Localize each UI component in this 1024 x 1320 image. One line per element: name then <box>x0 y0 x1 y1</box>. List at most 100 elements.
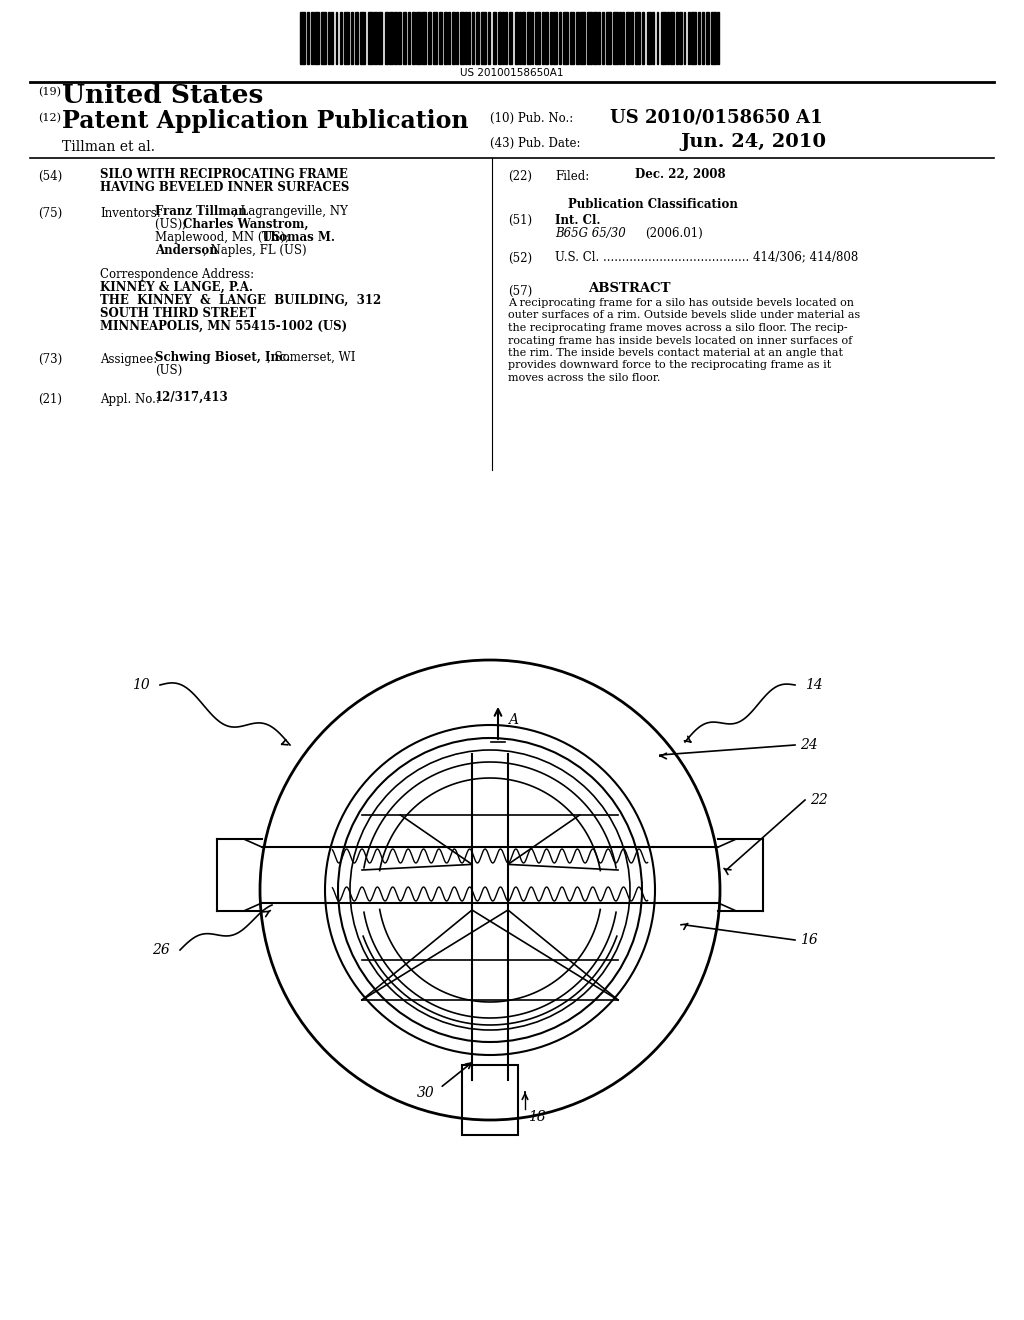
Bar <box>480 12 485 63</box>
Bar <box>580 12 585 63</box>
Bar <box>550 12 552 63</box>
Bar <box>522 12 525 63</box>
Bar <box>553 12 557 63</box>
Text: the reciprocating frame moves across a silo floor. The recip-: the reciprocating frame moves across a s… <box>508 323 848 333</box>
Bar <box>398 12 401 63</box>
Bar <box>558 12 560 63</box>
Bar <box>368 12 373 63</box>
Text: Jun. 24, 2010: Jun. 24, 2010 <box>680 133 826 150</box>
Text: Maplewood, MN (US);: Maplewood, MN (US); <box>155 231 293 244</box>
Text: A reciprocating frame for a silo has outside bevels located on: A reciprocating frame for a silo has out… <box>508 298 854 308</box>
Bar <box>683 12 685 63</box>
Text: U.S. Cl. ....................................... 414/306; 414/808: U.S. Cl. ...............................… <box>555 249 858 263</box>
Bar <box>698 12 699 63</box>
Bar <box>476 12 478 63</box>
Bar <box>321 12 326 63</box>
Bar <box>313 12 318 63</box>
Text: (73): (73) <box>38 352 62 366</box>
Bar <box>563 12 568 63</box>
Bar <box>587 12 592 63</box>
Bar <box>569 12 573 63</box>
Bar <box>535 12 540 63</box>
Text: ABSTRACT: ABSTRACT <box>588 282 671 294</box>
Bar <box>717 12 719 63</box>
Bar <box>488 12 490 63</box>
Bar <box>456 12 458 63</box>
Bar <box>631 12 633 63</box>
Bar <box>416 12 421 63</box>
Bar <box>593 12 597 63</box>
Bar <box>676 12 678 63</box>
Text: Correspondence Address:: Correspondence Address: <box>100 268 254 281</box>
Bar <box>641 12 644 63</box>
Text: the rim. The inside bevels contact material at an angle that: the rim. The inside bevels contact mater… <box>508 348 843 358</box>
Bar <box>393 12 396 63</box>
Text: (52): (52) <box>508 252 532 265</box>
Bar <box>618 12 621 63</box>
Text: (10) Pub. No.:: (10) Pub. No.: <box>490 112 573 125</box>
Bar <box>505 12 507 63</box>
Text: 16: 16 <box>800 933 818 946</box>
Text: Patent Application Publication: Patent Application Publication <box>62 110 469 133</box>
Text: Anderson: Anderson <box>155 244 218 257</box>
Bar <box>514 12 517 63</box>
Bar <box>378 12 382 63</box>
Bar <box>307 12 309 63</box>
Text: 10: 10 <box>132 678 150 692</box>
Bar <box>498 12 501 63</box>
Text: Tillman et al.: Tillman et al. <box>62 140 155 154</box>
Text: A: A <box>508 713 518 727</box>
Bar <box>660 12 666 63</box>
Bar <box>656 12 658 63</box>
Bar <box>545 12 548 63</box>
Text: THE  KINNEY  &  LANGE  BUILDING,  312: THE KINNEY & LANGE BUILDING, 312 <box>100 294 381 308</box>
Bar <box>331 12 333 63</box>
Text: 22: 22 <box>810 793 827 807</box>
Text: Thomas M.: Thomas M. <box>262 231 335 244</box>
Text: 12/317,413: 12/317,413 <box>155 391 228 404</box>
Bar <box>439 12 442 63</box>
Text: B65G 65/30: B65G 65/30 <box>555 227 626 240</box>
Bar <box>408 12 410 63</box>
Text: rocating frame has inside bevels located on inner surfaces of: rocating frame has inside bevels located… <box>508 335 852 346</box>
Text: (51): (51) <box>508 214 532 227</box>
Bar <box>598 12 600 63</box>
Bar <box>403 12 406 63</box>
Bar <box>518 12 521 63</box>
Text: (12): (12) <box>38 114 61 123</box>
Text: US 2010/0158650 A1: US 2010/0158650 A1 <box>610 110 822 127</box>
Text: 24: 24 <box>800 738 818 752</box>
Text: 30: 30 <box>417 1086 435 1100</box>
Bar <box>622 12 624 63</box>
Text: Schwing Bioset, Inc.: Schwing Bioset, Inc. <box>155 351 290 364</box>
Bar <box>605 12 610 63</box>
Bar <box>702 12 705 63</box>
Bar <box>340 12 341 63</box>
Bar <box>374 12 377 63</box>
Bar <box>460 12 464 63</box>
Bar <box>509 12 512 63</box>
Bar <box>462 1065 518 1135</box>
Bar <box>493 12 496 63</box>
Bar <box>690 12 695 63</box>
Bar <box>412 12 415 63</box>
Text: (21): (21) <box>38 393 62 407</box>
Bar <box>626 12 630 63</box>
Bar <box>449 12 450 63</box>
Text: Charles Wanstrom,: Charles Wanstrom, <box>183 218 308 231</box>
Bar <box>687 12 689 63</box>
Bar <box>679 12 682 63</box>
Bar <box>651 12 654 63</box>
Text: Filed:: Filed: <box>555 170 589 183</box>
Text: Int. Cl.: Int. Cl. <box>555 214 600 227</box>
Bar <box>384 12 387 63</box>
Bar <box>526 12 530 63</box>
Text: (75): (75) <box>38 207 62 220</box>
Bar <box>531 12 534 63</box>
Text: SILO WITH RECIPROCATING FRAME: SILO WITH RECIPROCATING FRAME <box>100 168 348 181</box>
Text: , Naples, FL (US): , Naples, FL (US) <box>203 244 306 257</box>
Bar <box>472 12 474 63</box>
Bar <box>310 12 312 63</box>
Bar <box>355 12 358 63</box>
Bar <box>468 12 470 63</box>
